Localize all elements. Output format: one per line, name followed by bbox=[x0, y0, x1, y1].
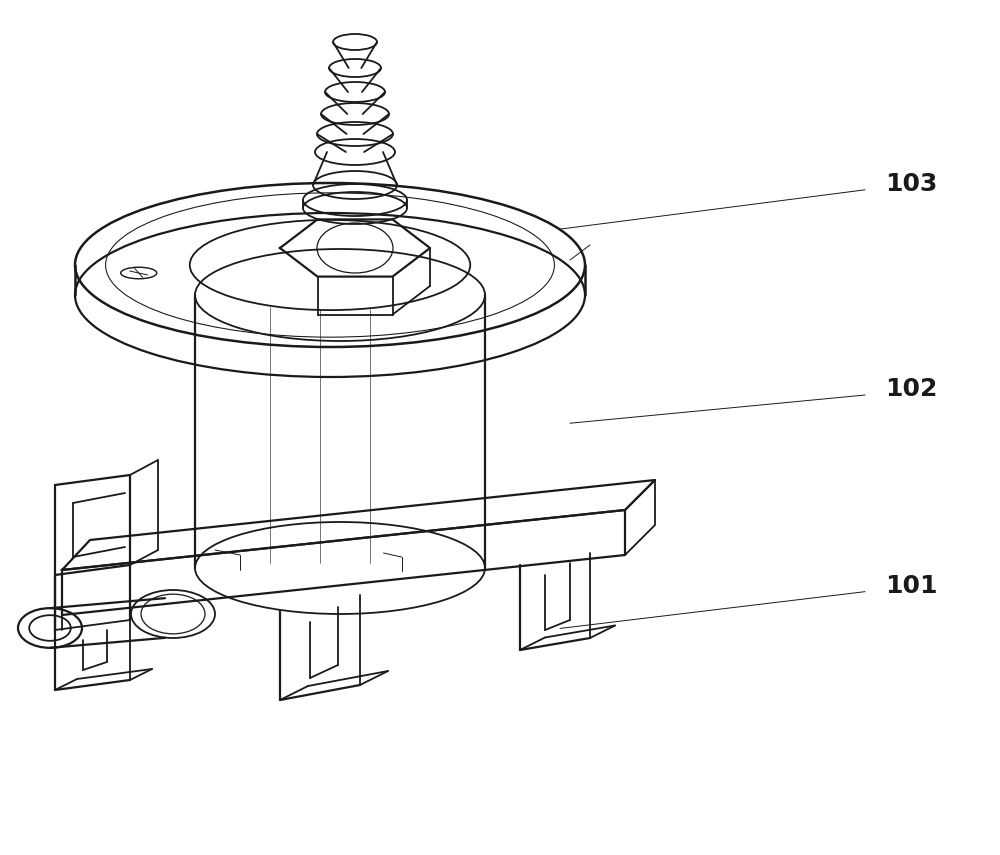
Text: 103: 103 bbox=[885, 172, 937, 196]
Text: 101: 101 bbox=[885, 574, 938, 598]
Text: 102: 102 bbox=[885, 377, 937, 401]
